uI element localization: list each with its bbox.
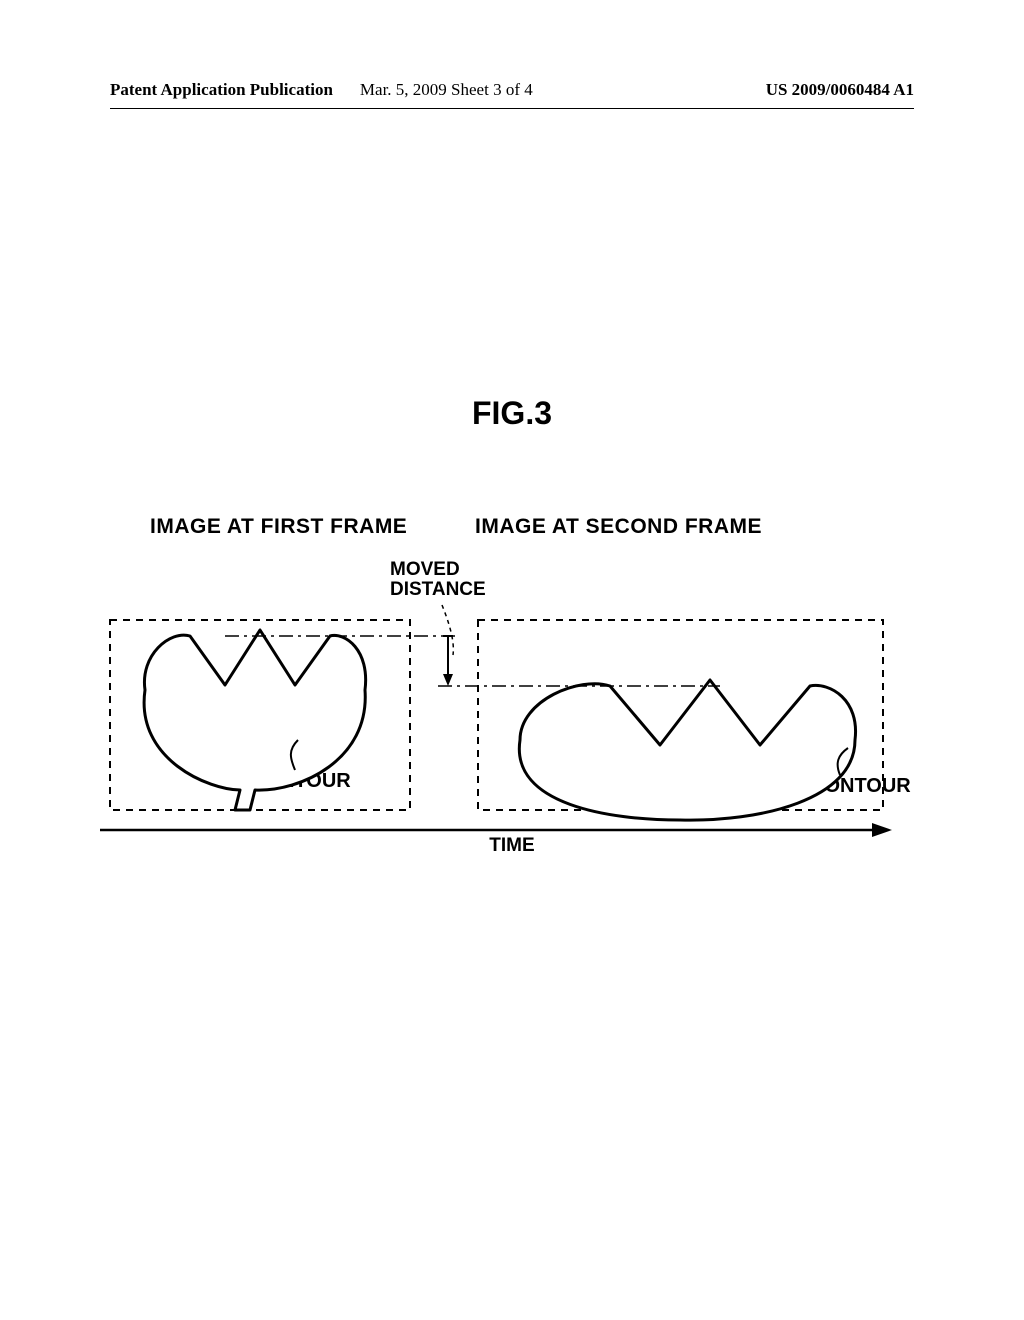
time-axis-arrowhead [872, 823, 892, 837]
page-root: Patent Application Publication Mar. 5, 2… [0, 0, 1024, 1320]
tulip-1-body [144, 630, 366, 810]
tulip-2-body [519, 680, 855, 820]
moved-distance-arrowhead [443, 674, 453, 686]
tulip-2 [519, 680, 855, 820]
tulip-1 [144, 630, 366, 810]
figure-svg [0, 0, 1024, 1320]
